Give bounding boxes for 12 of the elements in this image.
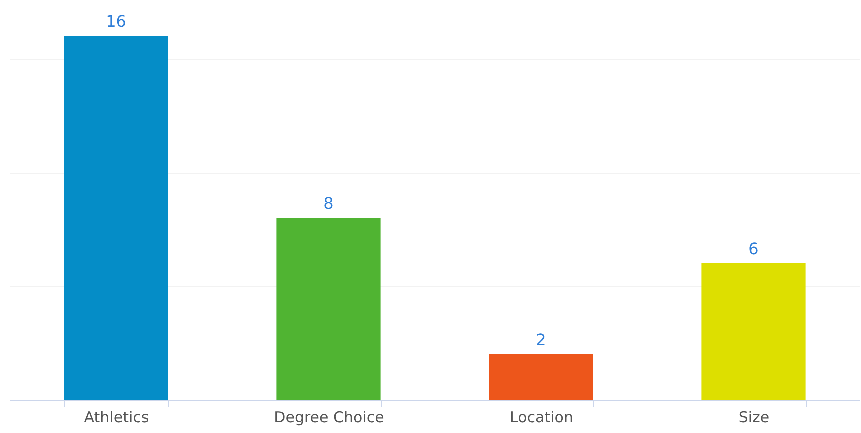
x-tick-label: Size (738, 408, 770, 426)
x-tick-label: Location (510, 408, 574, 426)
x-tick-label: Degree Choice (274, 408, 384, 426)
data-label: 2 (536, 330, 546, 350)
data-label: 8 (324, 194, 334, 213)
x-tick-label: Athletics (84, 408, 150, 426)
bar (276, 218, 381, 400)
bar (702, 264, 806, 400)
bar (64, 36, 168, 400)
bar (489, 354, 594, 400)
data-label: 6 (748, 240, 759, 258)
data-label: 16 (106, 12, 126, 31)
